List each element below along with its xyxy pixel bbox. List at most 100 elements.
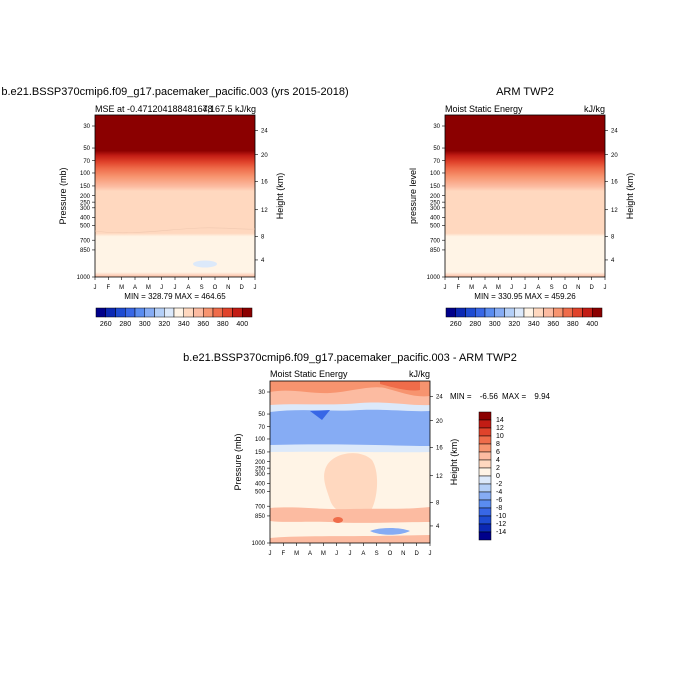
pressure-tick-label: 250 — [430, 200, 441, 206]
pressure-tick-label: 100 — [430, 171, 441, 177]
panel-model-right-ticks: 24 20 16 12 8 4 — [255, 129, 268, 264]
pressure-tick-label: 300 — [80, 206, 91, 212]
colorbar-tick-label: 14 — [496, 417, 504, 424]
panel-obs-ylabel-right: Height (km) — [625, 173, 635, 220]
panel-model-title: b.e21.BSSP370cmip6.f09_g17.pacemaker_pac… — [1, 86, 348, 98]
height-tick-label: 4 — [436, 524, 440, 530]
colorbar-tick-label: 10 — [496, 433, 504, 440]
colorbar-swatch — [173, 307, 184, 318]
colorbar-tick-label: 6 — [496, 449, 500, 456]
month-tick-label: F — [106, 285, 110, 291]
height-tick-label: 12 — [436, 474, 443, 480]
colorbar-swatch — [582, 307, 593, 318]
diff-field-near-surface-cold — [370, 528, 410, 535]
pressure-tick-label: 300 — [430, 206, 441, 212]
colorbar-swatch — [478, 427, 492, 437]
month-tick-label: N — [576, 285, 580, 291]
month-tick-label: J — [349, 551, 352, 557]
month-tick-label: S — [200, 285, 204, 291]
colorbar-tick-label: 340 — [178, 321, 190, 328]
month-tick-label: S — [375, 551, 379, 557]
panel-diff-left-label: Moist Static Energy — [270, 369, 348, 379]
colorbar-swatch — [572, 307, 583, 318]
colorbar-swatch — [478, 475, 492, 485]
panel-obs-right-label: kJ/kg — [584, 104, 605, 114]
colorbar-tick-label: 380 — [567, 321, 579, 328]
pressure-tick-label: 850 — [255, 514, 266, 520]
pressure-tick-label: 50 — [258, 412, 265, 418]
diff-field-cold-core — [310, 410, 330, 420]
pressure-tick-label: 850 — [430, 248, 441, 254]
month-tick-label: S — [550, 285, 554, 291]
colorbar-swatch — [95, 307, 106, 318]
colorbar-swatch — [478, 515, 492, 525]
colorbar-swatch — [478, 467, 492, 477]
pressure-tick-label: 100 — [255, 437, 266, 443]
panel-obs-colorbar: 260 280 300 320 340 360 380 400 — [445, 307, 603, 328]
colorbar-tick-label: 400 — [586, 321, 598, 328]
colorbar-tick-label: 380 — [217, 321, 229, 328]
pressure-tick-label: 400 — [255, 482, 266, 488]
colorbar-swatch — [455, 307, 466, 318]
panel-diff-stats-min-label: MIN = — [450, 392, 472, 401]
colorbar-swatch — [144, 307, 155, 318]
month-tick-label: M — [146, 285, 151, 291]
panel-diff-plot — [269, 380, 431, 544]
month-tick-label: J — [604, 285, 607, 291]
colorbar-swatch — [478, 499, 492, 509]
height-tick-label: 12 — [261, 208, 268, 214]
panel-model-left-label: MSE at -0.471204188481678 — [95, 104, 213, 114]
colorbar-swatch — [478, 491, 492, 501]
colorbar-tick-label: 400 — [236, 321, 248, 328]
colorbar-tick-label: 360 — [547, 321, 559, 328]
colorbar-tick-label: 360 — [197, 321, 209, 328]
panel-diff-stats-max: 9.94 — [534, 392, 550, 401]
month-tick-label: O — [388, 551, 393, 557]
colorbar-tick-label: 300 — [489, 321, 501, 328]
colorbar-tick-label: -14 — [496, 529, 506, 536]
colorbar-swatch — [125, 307, 136, 318]
colorbar-swatch — [478, 459, 492, 469]
pressure-tick-label: 200 — [80, 194, 91, 200]
height-tick-label: 4 — [611, 258, 615, 264]
colorbar-tick-label: 2 — [496, 465, 500, 472]
month-tick-label: D — [239, 285, 244, 291]
panel-model: b.e21.BSSP370cmip6.f09_g17.pacemaker_pac… — [1, 86, 348, 328]
panel-diff-ylabel-right: Height (km) — [449, 439, 459, 486]
month-tick-label: N — [226, 285, 230, 291]
height-tick-label: 24 — [436, 395, 443, 401]
colorbar-swatch — [478, 507, 492, 517]
height-tick-label: 16 — [261, 180, 268, 186]
panel-obs: ARM TWP2 Moist Static Energy kJ/kg 30 50 7… — [408, 86, 635, 328]
pressure-tick-label: 500 — [255, 490, 266, 496]
pressure-tick-label: 500 — [430, 224, 441, 230]
height-tick-label: 20 — [436, 419, 443, 425]
diff-field-mid-warm — [324, 453, 378, 516]
month-tick-label: N — [401, 551, 405, 557]
month-tick-label: A — [483, 285, 487, 291]
pressure-tick-label: 50 — [433, 146, 440, 152]
pressure-tick-label: 150 — [80, 184, 91, 190]
colorbar-swatch — [212, 307, 223, 318]
month-tick-label: J — [444, 285, 447, 291]
colorbar-tick-label: 300 — [139, 321, 151, 328]
month-tick-label: F — [456, 285, 460, 291]
month-tick-label: J — [160, 285, 163, 291]
pressure-tick-label: 50 — [83, 146, 90, 152]
pressure-tick-label: 70 — [433, 159, 440, 165]
colorbar-swatch — [164, 307, 175, 318]
pressure-tick-label: 850 — [80, 248, 91, 254]
month-tick-label: A — [361, 551, 365, 557]
month-tick-label: O — [563, 285, 568, 291]
colorbar-swatch — [478, 451, 492, 461]
pressure-tick-label: 1000 — [252, 541, 266, 547]
pressure-tick-label: 700 — [255, 504, 266, 510]
pressure-tick-label: 200 — [430, 194, 441, 200]
panel-diff-right-ticks: 24 20 16 12 8 4 — [430, 395, 443, 530]
colorbar-tick-label: 280 — [469, 321, 481, 328]
month-tick-label: O — [213, 285, 218, 291]
colorbar-swatch — [193, 307, 204, 318]
pressure-tick-label: 70 — [258, 425, 265, 431]
